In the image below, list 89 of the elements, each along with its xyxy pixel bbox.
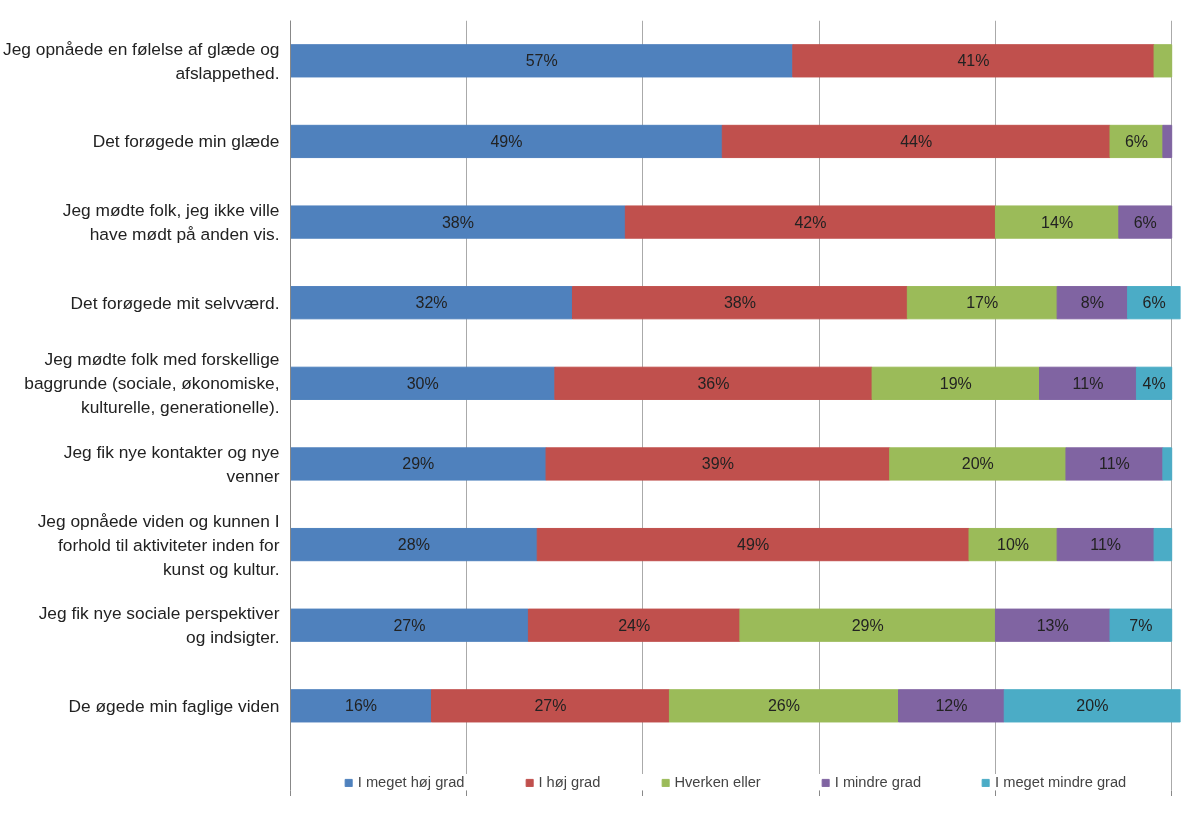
bar [994, 608, 1111, 642]
data-label: 11% [1090, 536, 1122, 554]
data-label: 11% [1098, 455, 1130, 473]
data-label: 38% [723, 294, 756, 312]
bar [1153, 527, 1173, 562]
data-label: 20% [961, 455, 994, 473]
data-label: 44% [900, 132, 933, 150]
bar [290, 366, 556, 400]
data-label: 8% [1080, 294, 1104, 312]
data-label: 11% [1072, 374, 1104, 392]
bar [624, 205, 996, 239]
bar [290, 527, 538, 562]
data-label: 29% [402, 455, 435, 473]
y-tick-label: Jeg opnåede viden og kunnen I forhold til aktiviteter inden for kunst og kultur. [37, 510, 280, 579]
bar [290, 205, 626, 239]
bar [889, 447, 1067, 481]
data-label: 4% [1142, 374, 1166, 392]
data-label: 6% [1142, 294, 1166, 312]
data-label: 49% [737, 536, 770, 554]
bar [1003, 689, 1181, 723]
bar [554, 366, 873, 400]
data-label: 19% [939, 374, 972, 392]
data-label: 6% [1133, 213, 1157, 231]
legend-label: I høj grad [538, 774, 601, 790]
legend-label: I meget høj grad [357, 774, 465, 790]
bar [1065, 447, 1164, 481]
y-tick-label: Jeg mødte folk med forskellige baggrunde (sociale, økonomiske, kulturelle, generationelle). [24, 349, 280, 418]
bar [1109, 608, 1173, 642]
data-label: 10% [997, 536, 1030, 554]
data-label: 32% [415, 294, 448, 312]
bar [545, 447, 891, 481]
data-label: 41% [957, 52, 990, 70]
data-label: 13% [1036, 616, 1069, 634]
data-label: 7% [1129, 616, 1153, 634]
data-label: 27% [534, 697, 567, 715]
y-tick-label: Jeg opnåede en følelse af glæde og afslappethed. [3, 38, 280, 83]
data-label: 26% [767, 697, 800, 715]
bar [668, 689, 900, 723]
bar [1162, 124, 1173, 159]
y-tick-label: Det forøgede mit selvværd. [70, 292, 280, 313]
bar [527, 608, 741, 642]
data-label: 24% [618, 616, 651, 634]
bar [1039, 366, 1137, 400]
data-label: 27% [393, 616, 426, 634]
data-label: 12% [935, 697, 968, 715]
data-label: 36% [697, 374, 730, 392]
data-label: 49% [490, 132, 523, 150]
y-tick-label: Jeg mødte folk, jeg ikke ville have mødt på anden vis. [62, 200, 280, 245]
legend-label: Hverken eller [674, 774, 761, 790]
data-label: 28% [397, 536, 430, 554]
legend-label: I meget mindre grad [995, 774, 1127, 790]
bar [898, 689, 1005, 723]
bar [290, 608, 529, 642]
bar [906, 286, 1058, 320]
data-label: 14% [1041, 213, 1074, 231]
data-label: 6% [1124, 132, 1148, 150]
bar [290, 286, 573, 320]
bar [739, 608, 996, 642]
data-label: 20% [1076, 697, 1109, 715]
y-tick-label: Jeg fik nye sociale perspektiver og indsigter. [38, 603, 280, 648]
bar [1162, 447, 1173, 481]
data-label: 30% [406, 374, 439, 392]
data-label: 29% [851, 616, 884, 634]
bar [430, 689, 670, 723]
bar [290, 447, 547, 481]
data-label: 16% [344, 697, 378, 715]
bar [536, 527, 970, 562]
bar [290, 44, 794, 78]
bar [792, 44, 1155, 78]
bar [290, 689, 432, 723]
y-tick-label: Det forøgede min glæde [92, 131, 280, 152]
bar [571, 286, 908, 320]
y-tick-label: Jeg fik nye kontakter og nye venner [63, 441, 280, 486]
bar [1118, 205, 1173, 239]
data-label: 39% [701, 455, 734, 473]
bar [1153, 44, 1173, 78]
bar [290, 124, 723, 159]
bar [994, 205, 1120, 239]
bar [871, 366, 1041, 400]
bar [721, 124, 1111, 159]
data-label: 57% [525, 52, 558, 70]
data-label: 42% [794, 213, 827, 231]
bar [968, 527, 1058, 562]
data-label: 38% [441, 213, 474, 231]
y-tick-label: De øgede min faglige viden [68, 695, 280, 716]
data-label: 17% [966, 294, 999, 312]
legend-label: I mindre grad [834, 774, 922, 790]
bar [1056, 286, 1129, 320]
bar [1056, 527, 1155, 562]
